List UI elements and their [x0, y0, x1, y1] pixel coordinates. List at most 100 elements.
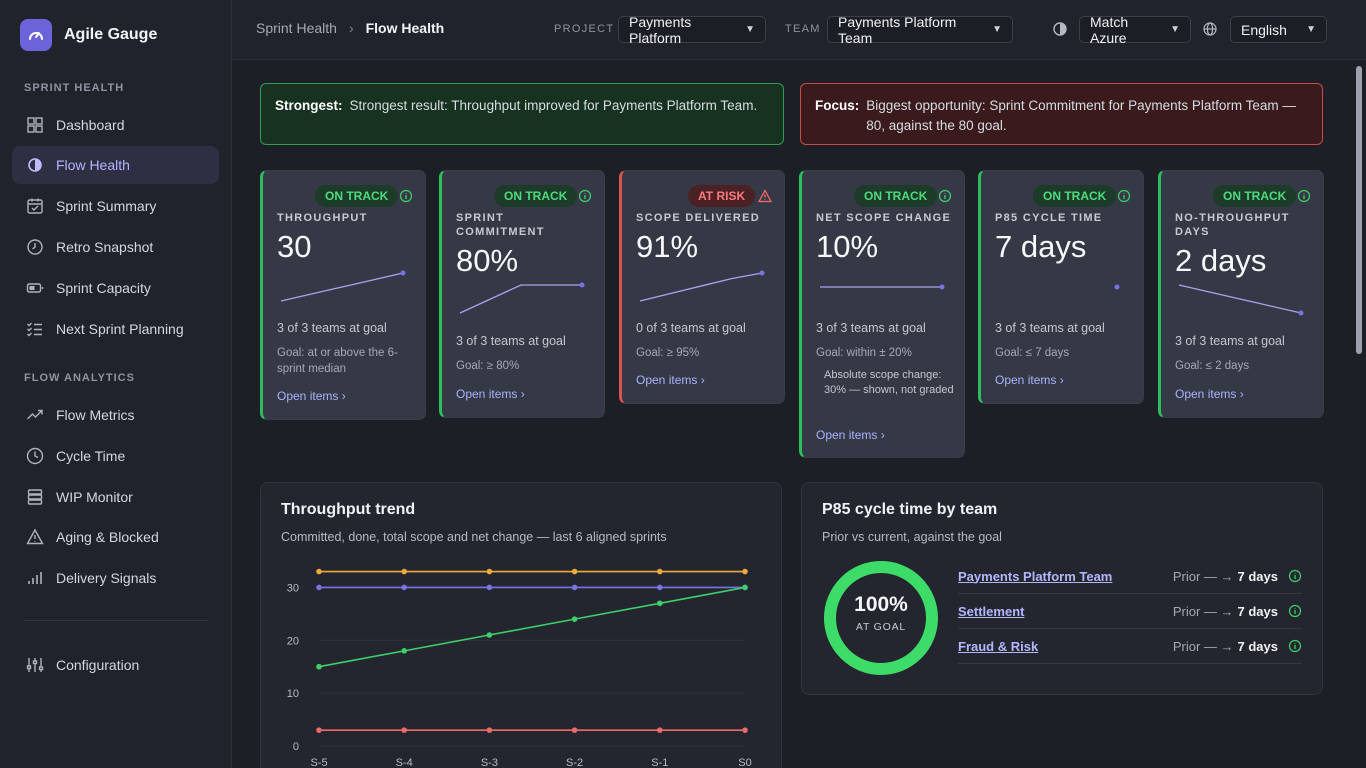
- warning-icon[interactable]: [758, 189, 772, 203]
- team-label: TEAM: [785, 23, 821, 35]
- status-badge: ON TRACK: [1213, 185, 1297, 207]
- open-items-link[interactable]: Open items ›: [636, 373, 705, 387]
- metric-card-net-scope-change: ON TRACK NET SCOPE CHANGE 10% 3 of 3 tea…: [799, 170, 965, 458]
- metric-value: 91%: [636, 229, 699, 264]
- sidebar-item-label: Sprint Capacity: [56, 280, 151, 296]
- theme-select-value: Match Azure: [1090, 13, 1129, 46]
- series-point[interactable]: [657, 568, 663, 575]
- y-tick-label: 10: [287, 688, 299, 700]
- series-point[interactable]: [401, 727, 407, 733]
- metric-title: THROUGHPUT: [277, 212, 368, 224]
- series-point[interactable]: [401, 648, 407, 654]
- series-point[interactable]: [571, 616, 578, 622]
- team-link[interactable]: Fraud & Risk: [958, 638, 1039, 654]
- team-link[interactable]: Settlement: [958, 603, 1025, 619]
- open-items-link[interactable]: Open items ›: [1175, 387, 1244, 401]
- series-point[interactable]: [571, 727, 578, 733]
- grid-icon: [26, 116, 44, 134]
- team-row: Fraud & Risk Prior — → 7 days: [958, 629, 1302, 664]
- sidebar-item-flow-health[interactable]: Flow Health: [12, 146, 219, 184]
- sidebar-item-cycle-time[interactable]: Cycle Time: [12, 437, 219, 475]
- metric-value: 30: [277, 229, 312, 264]
- series-point[interactable]: [316, 568, 322, 575]
- metric-title: NET SCOPE CHANGE: [816, 212, 952, 224]
- series-point[interactable]: [657, 584, 663, 591]
- info-icon[interactable]: [1297, 189, 1311, 203]
- metric-title: P85 CYCLE TIME: [995, 212, 1103, 224]
- chevron-down-icon: ▼: [992, 24, 1002, 35]
- info-icon[interactable]: [1288, 569, 1302, 583]
- sparkline: [820, 284, 945, 290]
- series-point[interactable]: [486, 584, 493, 591]
- info-icon[interactable]: [399, 189, 413, 203]
- sparkline: [639, 270, 765, 302]
- series-point[interactable]: [571, 568, 578, 575]
- chevron-down-icon: ▼: [1170, 24, 1180, 35]
- scrollbar-thumb[interactable]: [1356, 66, 1362, 354]
- status-badge: ON TRACK: [315, 185, 399, 207]
- sidebar-item-sprint-summary[interactable]: Sprint Summary: [12, 187, 219, 225]
- at-goal-ring: [824, 561, 938, 675]
- open-items-link[interactable]: Open items ›: [816, 428, 885, 442]
- language-select[interactable]: English ▼: [1230, 16, 1327, 43]
- sidebar-item-delivery-signals[interactable]: Delivery Signals: [12, 559, 219, 597]
- series-point[interactable]: [742, 568, 748, 575]
- open-items-link[interactable]: Open items ›: [277, 389, 346, 403]
- metric-note: Absolute scope change: 30% — shown, not …: [824, 369, 954, 396]
- series-point[interactable]: [742, 727, 748, 733]
- sidebar-item-aging-blocked[interactable]: Aging & Blocked: [12, 518, 219, 556]
- info-icon[interactable]: [938, 189, 952, 203]
- strongest-text: Strongest result: Throughput improved fo…: [349, 98, 758, 113]
- project-select[interactable]: Payments Platform ▼: [618, 14, 766, 46]
- info-icon[interactable]: [578, 189, 592, 203]
- sidebar-item-retro-snapshot[interactable]: Retro Snapshot: [12, 228, 219, 266]
- metric-value: 2 days: [1175, 243, 1267, 278]
- brand[interactable]: Agile Gauge: [20, 19, 157, 51]
- series-point[interactable]: [657, 600, 663, 607]
- scrollbar[interactable]: [1352, 60, 1366, 768]
- series-point[interactable]: [316, 663, 322, 670]
- series-point[interactable]: [401, 568, 407, 575]
- metric-title: SCOPE DELIVERED: [636, 212, 761, 224]
- sidebar-item-configuration[interactable]: Configuration: [12, 646, 219, 684]
- info-icon[interactable]: [1288, 639, 1302, 653]
- sidebar-divider: [24, 620, 208, 621]
- panel-subtitle: Prior vs current, against the goal: [822, 530, 1002, 544]
- y-tick-label: 0: [293, 741, 299, 753]
- metric-title: SPRINT COMMITMENT: [456, 212, 545, 238]
- series-point[interactable]: [571, 584, 578, 591]
- status-badge: ON TRACK: [1033, 185, 1117, 207]
- open-items-link[interactable]: Open items ›: [456, 387, 525, 401]
- sidebar-item-flow-metrics[interactable]: Flow Metrics: [12, 396, 219, 434]
- theme-select[interactable]: Match Azure ▼: [1079, 13, 1191, 46]
- sidebar-item-dashboard[interactable]: Dashboard: [12, 106, 219, 144]
- series-point[interactable]: [486, 632, 493, 638]
- clock-icon: [26, 238, 44, 256]
- series-point[interactable]: [316, 727, 322, 733]
- open-items-link[interactable]: Open items ›: [995, 373, 1064, 387]
- series-point[interactable]: [486, 568, 493, 575]
- sidebar-item-sprint-capacity[interactable]: Sprint Capacity: [12, 269, 219, 307]
- team-select[interactable]: Payments Platform Team ▼: [827, 14, 1013, 46]
- series-point[interactable]: [486, 727, 493, 733]
- teams-at-goal: 0 of 3 teams at goal: [636, 321, 746, 335]
- checklist-icon: [26, 320, 44, 338]
- breadcrumb-parent-link[interactable]: Sprint Health: [256, 20, 337, 36]
- panel-title: Throughput trend: [281, 501, 416, 518]
- sidebar-item-wip-monitor[interactable]: WIP Monitor: [12, 478, 219, 516]
- metric-value: 7 days: [995, 229, 1087, 264]
- chevron-down-icon: ▼: [745, 24, 755, 35]
- info-icon[interactable]: [1117, 189, 1131, 203]
- series-point[interactable]: [316, 584, 322, 591]
- series-point[interactable]: [742, 584, 748, 591]
- team-prior: Prior — →: [1172, 568, 1234, 584]
- info-icon[interactable]: [1288, 604, 1302, 618]
- sidebar-item-next-sprint-planning[interactable]: Next Sprint Planning: [12, 310, 219, 348]
- series-point[interactable]: [401, 584, 407, 591]
- sidebar-item-label: Aging & Blocked: [56, 529, 159, 545]
- flow-icon: [26, 156, 44, 174]
- team-link[interactable]: Payments Platform Team: [958, 568, 1113, 584]
- sparkline-line: [639, 272, 763, 302]
- panel-title: P85 cycle time by team: [822, 501, 998, 518]
- series-point[interactable]: [657, 727, 663, 733]
